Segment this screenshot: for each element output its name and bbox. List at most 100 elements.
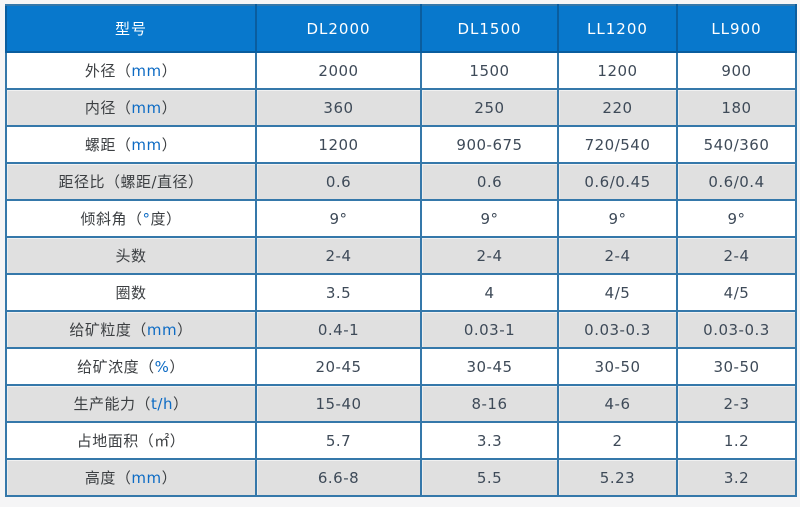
value-cell: 20-45 [255, 347, 422, 386]
row-label: 生产能力（t/h） [5, 384, 257, 423]
header-cell-dl2000: DL2000 [255, 4, 422, 53]
value-cell: 250 [420, 88, 559, 127]
value-cell: 3.5 [255, 273, 422, 312]
value-cell: 1200 [557, 51, 678, 90]
value-cell: 3.3 [420, 421, 559, 460]
row-label-text: 给矿浓度（ [77, 358, 155, 376]
row-label: 内径（mm） [5, 88, 257, 127]
table-row: 倾斜角（°度） 9° 9° 9° 9° [5, 199, 797, 238]
value-cell: 1500 [420, 51, 559, 90]
row-label-text: 圈数 [115, 284, 147, 302]
table-row: 距径比（螺距/直径） 0.6 0.6 0.6/0.45 0.6/0.4 [5, 162, 797, 201]
value-cell: 4/5 [557, 273, 678, 312]
row-label: 给矿粒度（mm） [5, 310, 257, 349]
row-label-text: 倾斜角（ [80, 210, 143, 228]
value-cell: 220 [557, 88, 678, 127]
header-row: 型号 DL2000 DL1500 LL1200 LL900 [5, 4, 797, 53]
value-cell: 1200 [255, 125, 422, 164]
row-label-text: ） [177, 321, 193, 339]
value-cell: 2 [557, 421, 678, 460]
row-label-text: 头数 [115, 247, 147, 265]
value-cell: 9° [420, 199, 559, 238]
value-cell: 0.6 [255, 162, 422, 201]
row-label-text: 内径（ [84, 99, 132, 117]
value-cell: 0.6/0.45 [557, 162, 678, 201]
row-label: 高度（mm） [5, 458, 257, 497]
row-label-text: ） [169, 358, 185, 376]
spec-table: 型号 DL2000 DL1500 LL1200 LL900 外径（mm） 2000 150… [5, 4, 797, 497]
value-cell: 0.03-0.3 [676, 310, 797, 349]
table-body: 外径（mm） 2000 1500 1200 900 内径（mm） 360 250 220 180 螺… [5, 51, 797, 497]
value-cell: 2-4 [420, 236, 559, 275]
value-cell: 30-45 [420, 347, 559, 386]
value-cell: 8-16 [420, 384, 559, 423]
row-label-unit: t/h [151, 395, 173, 413]
value-cell: 0.4-1 [255, 310, 422, 349]
value-cell: 3.2 [676, 458, 797, 497]
row-label-text: 度） [150, 210, 182, 228]
row-label-text: 生产能力（ [73, 395, 152, 413]
row-label-text: 高度（ [84, 469, 132, 487]
value-cell: 5.7 [255, 421, 422, 460]
value-cell: 360 [255, 88, 422, 127]
table-row: 外径（mm） 2000 1500 1200 900 [5, 51, 797, 90]
table-row: 给矿粒度（mm） 0.4-1 0.03-1 0.03-0.3 0.03-0.3 [5, 310, 797, 349]
header-cell-dl1500: DL1500 [420, 4, 559, 53]
row-label-unit: mm [131, 99, 162, 117]
row-label-unit: mm [131, 62, 162, 80]
value-cell: 540/360 [676, 125, 797, 164]
row-label-text: 占地面积（㎡） [76, 432, 186, 450]
table-row: 生产能力（t/h） 15-40 8-16 4-6 2-3 [5, 384, 797, 423]
table-row: 内径（mm） 360 250 220 180 [5, 88, 797, 127]
value-cell: 0.6 [420, 162, 559, 201]
value-cell: 900-675 [420, 125, 559, 164]
row-label: 占地面积（㎡） [5, 421, 257, 460]
table-row: 头数 2-4 2-4 2-4 2-4 [5, 236, 797, 275]
row-label-text: 外径（ [84, 62, 132, 80]
value-cell: 2-4 [255, 236, 422, 275]
row-label: 外径（mm） [5, 51, 257, 90]
header-cell-model: 型号 [5, 4, 257, 53]
value-cell: 30-50 [676, 347, 797, 386]
value-cell: 9° [676, 199, 797, 238]
row-label: 给矿浓度（%） [5, 347, 257, 386]
table-row: 高度（mm） 6.6-8 5.5 5.23 3.2 [5, 458, 797, 497]
value-cell: 9° [255, 199, 422, 238]
spec-table-container: 型号 DL2000 DL1500 LL1200 LL900 外径（mm） 2000 150… [5, 4, 797, 497]
value-cell: 15-40 [255, 384, 422, 423]
row-label-text: ） [172, 395, 189, 413]
value-cell: 4/5 [676, 273, 797, 312]
value-cell: 1.2 [676, 421, 797, 460]
value-cell: 2-4 [676, 236, 797, 275]
value-cell: 0.6/0.4 [676, 162, 797, 201]
value-cell: 6.6-8 [255, 458, 422, 497]
row-label-unit: mm [131, 136, 162, 154]
value-cell: 900 [676, 51, 797, 90]
row-label-text: ） [161, 62, 178, 80]
value-cell: 2-4 [557, 236, 678, 275]
header-cell-ll1200: LL1200 [557, 4, 678, 53]
value-cell: 720/540 [557, 125, 678, 164]
row-label: 螺距（mm） [5, 125, 257, 164]
row-label: 距径比（螺距/直径） [5, 162, 257, 201]
value-cell: 4 [420, 273, 559, 312]
value-cell: 4-6 [557, 384, 678, 423]
value-cell: 2-3 [676, 384, 797, 423]
row-label: 圈数 [5, 273, 257, 312]
row-label-text: ） [161, 136, 178, 154]
value-cell: 0.03-0.3 [557, 310, 678, 349]
row-label: 倾斜角（°度） [5, 199, 257, 238]
table-row: 占地面积（㎡） 5.7 3.3 2 1.2 [5, 421, 797, 460]
row-label-text: 给矿粒度（ [69, 321, 147, 339]
value-cell: 2000 [255, 51, 422, 90]
row-label-unit: mm [146, 321, 178, 339]
row-label-unit: mm [131, 469, 162, 487]
value-cell: 0.03-1 [420, 310, 559, 349]
value-cell: 180 [676, 88, 797, 127]
row-label-text: 距径比（螺距/直径） [58, 173, 204, 191]
row-label-text: ） [161, 99, 178, 117]
row-label-unit: % [154, 358, 170, 376]
value-cell: 5.23 [557, 458, 678, 497]
row-label-text: ） [161, 469, 178, 487]
row-label-unit: ° [142, 210, 151, 228]
